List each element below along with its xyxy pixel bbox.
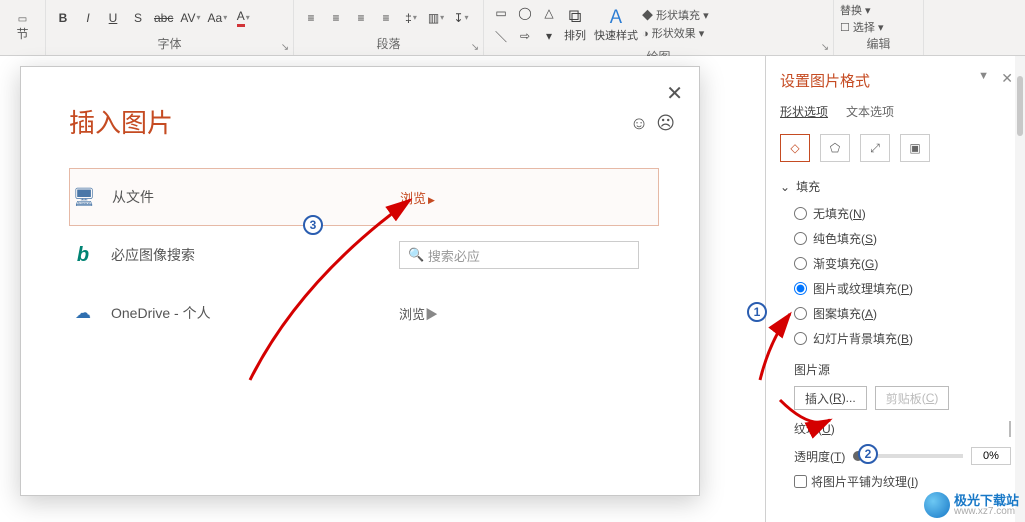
format-pane-title: 设置图片格式: [780, 70, 1011, 91]
radio-pattern-fill[interactable]: 图案填充(A): [794, 305, 1011, 322]
bold-button[interactable]: B: [52, 7, 74, 29]
tab-text-options[interactable]: 文本选项: [846, 103, 894, 120]
tile-checkbox-row[interactable]: 将图片平铺为纹理(I): [794, 473, 1011, 490]
insert-picture-button[interactable]: 插入(R)...: [794, 386, 867, 410]
ribbon-group-editing: 替换 ▾ ☐ 选择 ▾ 编辑: [834, 0, 924, 55]
watermark: 极光下载站 www.xz7.com: [924, 492, 1019, 518]
picture-source-label: 图片源: [794, 361, 1011, 378]
watermark-globe-icon: [924, 492, 950, 518]
change-case-button[interactable]: Aa▾: [206, 7, 230, 29]
fill-line-icon[interactable]: ◇: [780, 134, 810, 162]
computer-icon: 🖥: [70, 187, 98, 208]
clipboard-button[interactable]: 剪贴板(C): [875, 386, 950, 410]
fill-section-header[interactable]: ⌄ 填充: [780, 178, 1011, 195]
shape-line-icon[interactable]: ＼: [490, 25, 512, 47]
arrange-button[interactable]: ⧉排列: [560, 0, 590, 48]
shape-effects-button[interactable]: ◑ 形状效果 ▾: [642, 25, 709, 41]
onedrive-browse-link[interactable]: 浏览▶: [399, 304, 438, 323]
line-spacing-button[interactable]: ‡▾: [400, 7, 422, 29]
align-center-button[interactable]: ≡: [325, 7, 347, 29]
onedrive-row[interactable]: ☁ OneDrive - 个人 浏览▶: [69, 284, 659, 342]
shape-more-icon[interactable]: ▾: [538, 25, 560, 47]
align-right-button[interactable]: ≡: [350, 7, 372, 29]
text-shadow-button[interactable]: S: [127, 7, 149, 29]
replace-button[interactable]: 替换 ▾: [840, 2, 917, 18]
font-group-label: 字体: [52, 35, 287, 55]
select-button[interactable]: ☐ 选择 ▾: [840, 19, 917, 35]
tile-checkbox[interactable]: [794, 475, 807, 488]
transparency-label: 透明度(T): [794, 448, 845, 465]
paragraph-group-label: 段落: [300, 35, 477, 55]
tab-shape-options[interactable]: 形状选项: [780, 103, 828, 120]
pane-options-icon[interactable]: ▼: [978, 70, 989, 82]
format-picture-pane: 设置图片格式 ▼ ✕ 形状选项 文本选项 ◇ ⬠ ⤢ ▣ ⌄ 填充 无填充(N)…: [765, 56, 1025, 522]
watermark-name: 极光下载站: [954, 494, 1019, 507]
texture-label: 纹理(U): [794, 420, 835, 437]
bing-row[interactable]: b 必应图像搜索 🔍 搜索必应: [69, 226, 659, 284]
shape-rect-icon[interactable]: ▭: [490, 2, 512, 24]
ribbon-section-label: 节: [16, 25, 28, 42]
effects-icon[interactable]: ⬠: [820, 134, 850, 162]
text-direction-button[interactable]: ↧▾: [450, 7, 472, 29]
quick-styles-button[interactable]: Ａ快速样式: [590, 0, 642, 48]
underline-button[interactable]: U: [102, 7, 124, 29]
bing-icon: b: [69, 244, 97, 267]
from-file-row[interactable]: 🖥 从文件 浏览▶: [69, 168, 659, 226]
from-file-label: 从文件: [112, 187, 154, 207]
feedback-smile-icon[interactable]: ☺: [630, 113, 648, 134]
radio-no-fill[interactable]: 无填充(N): [794, 205, 1011, 222]
align-left-button[interactable]: ≡: [300, 7, 322, 29]
radio-slidebg-fill[interactable]: 幻灯片背景填充(B): [794, 330, 1011, 347]
shape-triangle-icon[interactable]: △: [538, 2, 560, 24]
shape-arrow-icon[interactable]: ⇨: [514, 25, 536, 47]
editing-group-label: 编辑: [840, 35, 917, 55]
browse-link[interactable]: 浏览▶: [400, 188, 435, 207]
radio-gradient-fill[interactable]: 渐变填充(G): [794, 255, 1011, 272]
feedback-frown-icon[interactable]: ☹: [656, 113, 675, 134]
shape-circle-icon[interactable]: ◯: [514, 2, 536, 24]
insert-picture-dialog: ✕ 插入图片 ☺ ☹ 🖥 从文件 浏览▶ b 必应图像搜索 🔍 搜索必应 ☁ O…: [20, 66, 700, 496]
pane-scrollbar[interactable]: [1015, 56, 1025, 522]
transparency-value[interactable]: 0%: [971, 447, 1011, 465]
strikethrough-button[interactable]: abc: [152, 7, 175, 29]
font-color-button[interactable]: A▾: [232, 7, 254, 29]
ribbon-section-stub[interactable]: ▭ 节: [0, 0, 46, 55]
ribbon: ▭ 节 B I U S abc AV▾ Aa▾ A▾ 字体 ↘ ≡ ≡ ≡ ≡ …: [0, 0, 1025, 56]
size-properties-icon[interactable]: ⤢: [860, 134, 890, 162]
drawing-dialog-launcher[interactable]: ↘: [819, 41, 831, 53]
chevron-down-icon: ⌄: [780, 180, 790, 194]
transparency-slider[interactable]: [853, 454, 963, 458]
picture-icon[interactable]: ▣: [900, 134, 930, 162]
close-dialog-icon[interactable]: ✕: [666, 81, 683, 106]
fill-radio-group: 无填充(N) 纯色填充(S) 渐变填充(G) 图片或纹理填充(P) 图案填充(A…: [794, 205, 1011, 347]
radio-picture-fill[interactable]: 图片或纹理填充(P): [794, 280, 1011, 297]
justify-button[interactable]: ≡: [375, 7, 397, 29]
shape-fill-button[interactable]: ◆ 形状填充 ▾: [642, 7, 709, 23]
columns-button[interactable]: ▥▾: [425, 7, 447, 29]
pane-close-icon[interactable]: ✕: [1001, 70, 1013, 87]
ribbon-group-paragraph: ≡ ≡ ≡ ≡ ‡▾ ▥▾ ↧▾ 段落 ↘: [294, 0, 484, 55]
italic-button[interactable]: I: [77, 7, 99, 29]
onedrive-label: OneDrive - 个人: [111, 303, 211, 323]
paragraph-dialog-launcher[interactable]: ↘: [469, 41, 481, 53]
bing-label: 必应图像搜索: [111, 245, 195, 265]
watermark-url: www.xz7.com: [954, 507, 1019, 517]
bing-search-input[interactable]: 🔍 搜索必应: [399, 241, 639, 269]
font-dialog-launcher[interactable]: ↘: [279, 41, 291, 53]
texture-picker[interactable]: [1009, 421, 1011, 437]
dialog-title: 插入图片: [21, 67, 699, 140]
char-spacing-button[interactable]: AV▾: [178, 7, 202, 29]
onedrive-icon: ☁: [69, 303, 97, 323]
ribbon-group-font: B I U S abc AV▾ Aa▾ A▾ 字体 ↘: [46, 0, 294, 55]
radio-solid-fill[interactable]: 纯色填充(S): [794, 230, 1011, 247]
ribbon-group-drawing: ▭ ◯ △ ＼ ⇨ ▾ ⧉排列 Ａ快速样式 ◆ 形状填充 ▾ ◑ 形状效果 ▾: [484, 0, 834, 55]
